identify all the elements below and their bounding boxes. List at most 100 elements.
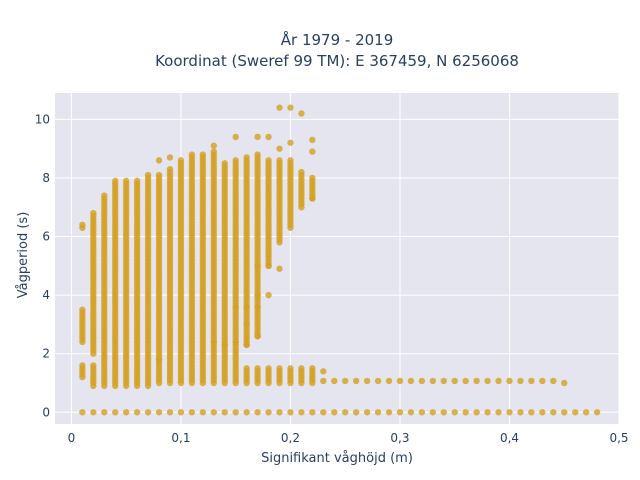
data-point bbox=[155, 171, 163, 179]
data-point bbox=[199, 151, 207, 158]
data-point bbox=[451, 377, 458, 385]
data-point bbox=[243, 365, 250, 372]
y-tick-label: 10 bbox=[35, 112, 50, 126]
y-axis-title: Vågperiod (s) bbox=[16, 212, 31, 299]
data-point bbox=[243, 154, 250, 161]
data-point bbox=[506, 377, 513, 385]
data-point bbox=[122, 177, 130, 185]
data-point bbox=[265, 157, 272, 164]
x-tick-labels: 0 0,1 0,2 0,3 0,4 0,5 bbox=[68, 431, 629, 445]
data-point bbox=[363, 409, 371, 416]
x-tick-label: 0 bbox=[68, 431, 76, 445]
data-point bbox=[265, 409, 272, 416]
data-point bbox=[221, 409, 228, 416]
data-point bbox=[517, 409, 524, 416]
data-point bbox=[473, 377, 480, 385]
data-point bbox=[155, 356, 163, 363]
data-point bbox=[177, 157, 185, 164]
data-point bbox=[309, 174, 316, 182]
data-point bbox=[396, 409, 404, 416]
x-tick-label: 0,4 bbox=[500, 431, 519, 445]
data-point bbox=[593, 409, 601, 416]
data-point bbox=[331, 377, 338, 385]
y-tick-label: 0 bbox=[42, 405, 50, 419]
data-point bbox=[265, 365, 272, 372]
data-point bbox=[298, 365, 305, 372]
x-tick-label: 0,3 bbox=[390, 431, 409, 445]
data-point bbox=[221, 160, 228, 167]
data-point bbox=[451, 409, 458, 416]
data-point bbox=[440, 377, 447, 385]
data-point bbox=[101, 409, 108, 416]
data-point bbox=[506, 409, 513, 416]
data-point bbox=[133, 177, 141, 185]
data-point bbox=[254, 291, 261, 299]
data-point bbox=[166, 165, 174, 173]
data-point bbox=[276, 145, 283, 152]
data-point bbox=[155, 157, 163, 164]
data-point bbox=[418, 377, 426, 385]
data-point bbox=[90, 362, 97, 369]
data-point bbox=[539, 377, 546, 385]
data-point bbox=[188, 151, 196, 158]
data-point bbox=[287, 409, 294, 416]
data-point bbox=[144, 409, 152, 416]
data-point bbox=[90, 409, 97, 416]
data-point bbox=[232, 409, 239, 416]
data-point bbox=[287, 139, 294, 146]
data-point bbox=[407, 409, 415, 416]
data-point bbox=[517, 377, 524, 385]
data-point bbox=[243, 409, 250, 416]
data-point bbox=[276, 104, 283, 111]
data-point bbox=[254, 409, 261, 416]
data-point bbox=[287, 157, 294, 164]
data-point bbox=[396, 377, 404, 385]
data-point bbox=[352, 409, 360, 416]
data-point bbox=[320, 409, 327, 416]
data-point bbox=[550, 409, 557, 416]
chart-title-line-2: Koordinat (Sweref 99 TM): E 367459, N 62… bbox=[155, 52, 519, 70]
y-tick-label: 6 bbox=[42, 230, 50, 244]
data-point bbox=[582, 409, 590, 416]
data-point bbox=[363, 377, 371, 385]
data-point bbox=[79, 409, 86, 416]
data-point bbox=[254, 133, 261, 141]
data-point bbox=[155, 409, 163, 416]
data-point bbox=[528, 377, 535, 385]
data-point bbox=[166, 154, 174, 161]
data-point bbox=[276, 265, 283, 272]
data-point bbox=[539, 409, 546, 416]
data-point bbox=[243, 341, 250, 349]
data-point bbox=[298, 110, 305, 117]
data-point bbox=[374, 377, 382, 385]
data-point bbox=[188, 409, 196, 416]
data-point bbox=[112, 409, 119, 416]
data-point bbox=[320, 377, 327, 385]
data-point bbox=[418, 409, 426, 416]
data-point bbox=[440, 409, 447, 416]
data-point bbox=[331, 409, 338, 416]
data-point bbox=[309, 136, 316, 144]
data-point bbox=[177, 409, 185, 416]
data-point bbox=[221, 341, 228, 349]
data-point bbox=[385, 409, 393, 416]
data-point bbox=[309, 409, 316, 416]
data-point bbox=[265, 291, 272, 299]
data-point bbox=[112, 177, 119, 185]
data-point bbox=[298, 409, 305, 416]
data-point bbox=[254, 151, 261, 158]
data-point bbox=[90, 209, 97, 217]
data-point bbox=[79, 306, 86, 313]
data-point bbox=[495, 409, 502, 416]
x-tick-label: 0,1 bbox=[171, 431, 190, 445]
data-point bbox=[495, 377, 502, 385]
x-axis-title: Signifikant våghöjd (m) bbox=[261, 451, 413, 466]
data-point bbox=[309, 195, 316, 202]
data-point bbox=[254, 332, 261, 340]
data-points bbox=[79, 104, 601, 416]
data-point bbox=[429, 377, 437, 385]
data-point bbox=[571, 409, 579, 416]
data-point bbox=[243, 303, 250, 311]
data-point bbox=[232, 338, 239, 346]
